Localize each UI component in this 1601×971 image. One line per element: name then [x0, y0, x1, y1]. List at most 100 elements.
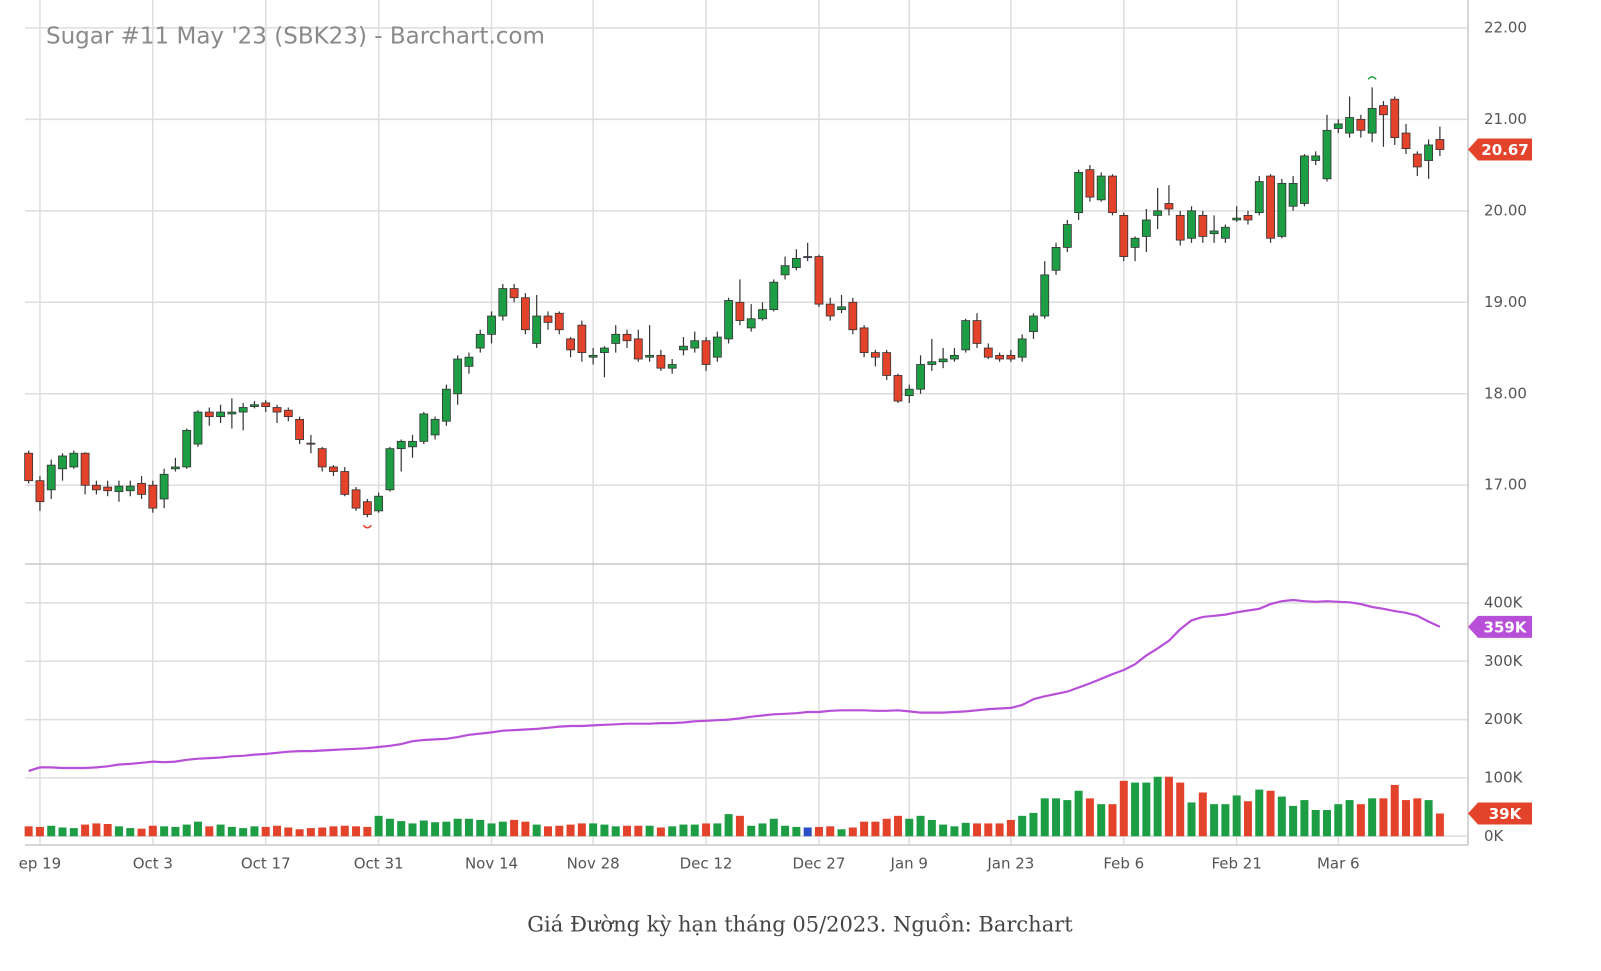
candle-body	[509, 288, 519, 299]
volume-bar	[1311, 810, 1320, 837]
candle-body	[430, 418, 440, 436]
volume-bar	[419, 820, 428, 837]
grid-layer	[25, 0, 1468, 845]
volume-bar	[47, 825, 56, 837]
volume-bar	[747, 825, 756, 837]
y2-tick-label: 400K	[1484, 593, 1524, 611]
candle-body	[1311, 155, 1321, 161]
volume-bar	[1006, 819, 1015, 837]
volume-bar	[566, 824, 575, 837]
candle-body	[724, 300, 734, 340]
candle-body	[1266, 175, 1275, 239]
volume-bar	[803, 827, 812, 837]
candle-body	[35, 480, 45, 503]
volume-bar	[634, 825, 643, 837]
volume-bar	[656, 827, 665, 837]
volume-bar	[1176, 782, 1185, 837]
volume-bar	[589, 823, 598, 837]
volume-bar	[1289, 805, 1298, 837]
candle-body	[633, 338, 643, 360]
chart-title: Sugar #11 May '23 (SBK23) - Barchart.com	[46, 24, 545, 50]
x-tick-label: Feb 6	[1103, 855, 1144, 873]
candle-body	[1322, 129, 1332, 180]
candle-body	[419, 413, 429, 442]
candle-body	[171, 466, 180, 470]
candle-body	[769, 281, 779, 311]
candle-body	[1424, 144, 1434, 161]
volume-bar	[860, 821, 869, 837]
candle-body	[1175, 214, 1185, 241]
candle-body	[441, 388, 451, 422]
candle-body	[46, 464, 56, 491]
volume-bar	[442, 821, 451, 837]
volume-bar	[1379, 798, 1388, 837]
y-tick-label: 22.00	[1484, 18, 1527, 36]
volume-bar	[1413, 798, 1422, 837]
candle-body	[972, 320, 982, 344]
x-tick-label: Nov 28	[567, 855, 620, 873]
candle-body	[227, 411, 237, 415]
y-tick-label: 17.00	[1484, 476, 1527, 494]
candle-body	[238, 407, 248, 413]
volume-bar	[600, 824, 609, 837]
candle-body	[182, 429, 192, 468]
volume-bar	[295, 829, 304, 837]
volume-bar	[1424, 800, 1433, 837]
volume-bar	[826, 826, 835, 837]
volume-bar	[250, 826, 259, 837]
candle-body	[825, 303, 835, 317]
candle-body	[656, 354, 666, 369]
candle-body	[554, 312, 564, 331]
volume-bar	[837, 829, 846, 837]
candle-body	[690, 340, 700, 349]
candle-body	[882, 352, 892, 376]
x-tick-label: Jan 9	[890, 855, 928, 873]
candle-body	[983, 347, 993, 358]
candle-body	[712, 336, 722, 358]
volume-bar	[916, 815, 925, 837]
candle-body	[938, 358, 948, 363]
volume-bar	[893, 815, 902, 837]
volume-bar	[148, 825, 157, 837]
high-marker	[1367, 76, 1377, 80]
volume-bar	[939, 824, 948, 837]
candle-body	[1029, 315, 1038, 332]
candle-body	[272, 407, 282, 413]
volume-bar	[668, 826, 677, 837]
volume-bar	[1243, 801, 1252, 837]
volume-bar	[1300, 800, 1309, 837]
volume-bar	[1198, 792, 1207, 837]
candle-body	[340, 471, 350, 495]
candle-body	[80, 452, 90, 486]
candle-body	[1220, 226, 1230, 239]
candle-body	[588, 354, 598, 358]
volume-bar	[273, 825, 282, 837]
volume-bar	[1368, 798, 1377, 837]
candle-body	[374, 495, 384, 512]
candle-body	[1243, 214, 1253, 221]
candle-body	[1333, 123, 1343, 129]
volume-bar	[329, 826, 338, 837]
volume-bar	[24, 826, 33, 837]
volume-bar	[318, 827, 327, 837]
volume-bar	[193, 821, 202, 837]
volume-bar	[408, 823, 417, 837]
volume-bar	[487, 823, 496, 837]
candle-body	[645, 354, 654, 358]
candle-body	[1198, 214, 1208, 237]
candle-body	[464, 356, 474, 367]
candle-body	[1356, 118, 1366, 131]
volume-bar	[306, 828, 315, 837]
x-tick-label: Nov 14	[465, 855, 518, 873]
volume-bar	[814, 826, 823, 837]
volume-bar	[1221, 804, 1230, 837]
caption: Giá Đường kỳ hạn tháng 05/2023. Nguồn: B…	[527, 913, 1073, 937]
volume-bar	[1029, 812, 1038, 837]
candle-body	[848, 301, 858, 331]
open-interest-label-box	[1468, 615, 1532, 638]
volume-bar	[871, 821, 880, 837]
volume-bar	[792, 826, 801, 837]
candle-body	[1108, 175, 1117, 214]
volume-bar	[374, 815, 383, 837]
x-tick-label: Feb 21	[1211, 855, 1261, 873]
